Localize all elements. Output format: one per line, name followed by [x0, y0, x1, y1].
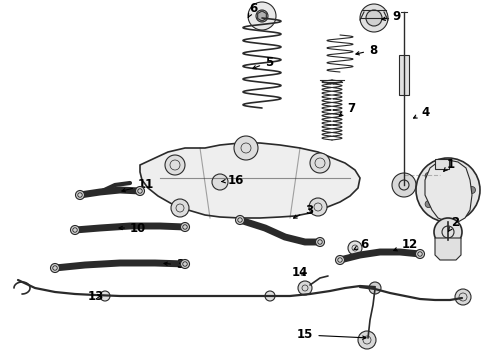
Circle shape: [309, 198, 327, 216]
Text: 6: 6: [354, 238, 368, 251]
Circle shape: [369, 282, 381, 294]
Text: 6: 6: [248, 1, 257, 17]
Circle shape: [212, 174, 228, 190]
Text: 16: 16: [222, 174, 245, 186]
Text: 11: 11: [122, 179, 154, 192]
Circle shape: [425, 172, 432, 179]
FancyBboxPatch shape: [399, 55, 409, 95]
Circle shape: [360, 4, 388, 32]
Circle shape: [298, 281, 312, 295]
Text: 3: 3: [164, 258, 184, 271]
Circle shape: [348, 241, 362, 255]
Circle shape: [336, 256, 344, 265]
Text: 14: 14: [292, 266, 308, 279]
Circle shape: [455, 289, 471, 305]
Circle shape: [468, 186, 475, 194]
Circle shape: [358, 331, 376, 349]
Circle shape: [265, 291, 275, 301]
Text: 12: 12: [394, 238, 418, 251]
Text: 15: 15: [297, 328, 366, 342]
Text: 13: 13: [88, 289, 104, 302]
Text: 1: 1: [444, 158, 455, 171]
Text: 8: 8: [356, 44, 377, 57]
Polygon shape: [140, 143, 360, 218]
Circle shape: [452, 164, 459, 171]
Polygon shape: [435, 238, 461, 260]
Circle shape: [234, 136, 258, 160]
Text: 2: 2: [448, 216, 459, 231]
Circle shape: [248, 2, 276, 30]
Text: 4: 4: [414, 105, 429, 118]
Circle shape: [75, 190, 84, 199]
Circle shape: [256, 10, 268, 22]
Circle shape: [430, 172, 466, 208]
Circle shape: [452, 209, 459, 216]
Circle shape: [165, 155, 185, 175]
Circle shape: [50, 264, 59, 273]
Text: 9: 9: [382, 10, 400, 23]
Circle shape: [310, 153, 330, 173]
FancyBboxPatch shape: [435, 159, 449, 169]
Polygon shape: [425, 160, 472, 222]
Text: 5: 5: [253, 55, 273, 69]
Circle shape: [416, 249, 424, 258]
Circle shape: [434, 218, 462, 246]
Circle shape: [180, 260, 190, 269]
Text: 7: 7: [340, 102, 355, 116]
Circle shape: [316, 238, 324, 247]
Circle shape: [180, 222, 190, 231]
Circle shape: [136, 186, 145, 195]
Circle shape: [416, 158, 480, 222]
Circle shape: [366, 10, 382, 26]
Circle shape: [425, 201, 432, 208]
Circle shape: [236, 216, 245, 225]
Circle shape: [392, 173, 416, 197]
Text: 3: 3: [294, 203, 313, 218]
Circle shape: [171, 199, 189, 217]
Circle shape: [71, 225, 79, 234]
Circle shape: [440, 182, 456, 198]
Circle shape: [100, 291, 110, 301]
Text: 10: 10: [119, 221, 146, 234]
